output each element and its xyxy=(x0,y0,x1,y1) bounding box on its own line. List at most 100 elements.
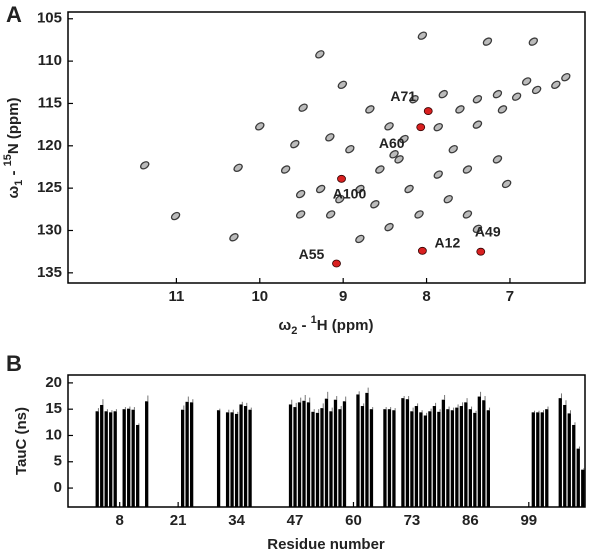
peak xyxy=(409,95,419,104)
label-part: 1 xyxy=(13,180,25,186)
bar xyxy=(369,409,374,507)
y-tick-label: 110 xyxy=(38,52,62,69)
bar xyxy=(95,411,99,507)
peak xyxy=(290,139,300,149)
label-part: 2 xyxy=(291,325,297,337)
peak xyxy=(315,184,326,194)
peak xyxy=(492,89,503,99)
highlighted-peak xyxy=(476,247,486,256)
y-axis-label: ω1 - 15N (ppm) xyxy=(2,97,25,198)
bar xyxy=(567,413,571,507)
bar xyxy=(239,404,243,507)
y-axis-label: TauC (ns) xyxy=(13,407,30,475)
label-part: ω xyxy=(5,186,22,199)
bar xyxy=(468,409,473,507)
bar xyxy=(329,411,333,507)
peak xyxy=(365,105,375,114)
peak-label: A71 xyxy=(390,88,416,104)
peak xyxy=(462,210,473,219)
peak xyxy=(462,165,473,174)
peak xyxy=(492,155,503,164)
peak xyxy=(448,144,458,154)
peak xyxy=(335,194,345,204)
highlighted-peak xyxy=(416,123,426,132)
bar xyxy=(324,398,329,507)
peak xyxy=(404,184,414,194)
y-tick-label: 120 xyxy=(37,137,62,154)
label-part: 1 xyxy=(311,314,317,326)
bar xyxy=(459,406,464,507)
bar xyxy=(446,409,450,507)
peak xyxy=(233,163,243,173)
label-part: 15 xyxy=(2,154,14,166)
bar xyxy=(558,398,562,507)
peak xyxy=(345,144,355,154)
peak-label: A12 xyxy=(435,235,461,251)
peak-label: A100 xyxy=(333,186,367,202)
x-tick-label: 60 xyxy=(345,512,362,529)
peak xyxy=(433,170,443,179)
peak xyxy=(295,210,306,219)
bar xyxy=(180,409,185,507)
peak xyxy=(528,37,539,46)
peak-label: A60 xyxy=(379,135,405,151)
highlighted-peak xyxy=(423,107,433,115)
x-tick-label: 47 xyxy=(287,512,304,529)
label-part: H (ppm) xyxy=(317,317,374,334)
peak xyxy=(443,194,453,204)
x-tick-label: 10 xyxy=(251,288,268,305)
y-tick-label: 5 xyxy=(54,453,62,470)
bar xyxy=(437,411,441,507)
peak xyxy=(561,72,571,82)
peak xyxy=(295,189,306,199)
bar xyxy=(342,401,347,507)
x-tick-label: 73 xyxy=(404,512,421,529)
bar xyxy=(383,409,387,507)
bar xyxy=(338,409,342,507)
bar xyxy=(423,415,428,507)
x-axis-label: ω2 - 1H (ppm) xyxy=(279,314,374,337)
highlighted-peak xyxy=(337,174,346,183)
bar xyxy=(131,409,135,507)
bar xyxy=(410,411,414,507)
bar xyxy=(302,400,306,507)
x-tick-label: 8 xyxy=(422,288,430,305)
peak xyxy=(384,222,394,232)
bar xyxy=(356,394,360,507)
peak-label: A49 xyxy=(475,223,501,239)
bar xyxy=(473,412,477,507)
bar xyxy=(185,401,189,507)
bar xyxy=(136,424,140,507)
peak xyxy=(170,211,181,221)
x-tick-label: 11 xyxy=(168,288,184,305)
bar xyxy=(320,408,324,507)
y-tick-label: 20 xyxy=(45,374,62,391)
bar xyxy=(293,407,297,507)
highlighted-peak xyxy=(332,259,341,268)
x-tick-label: 34 xyxy=(228,512,245,529)
bar xyxy=(243,406,248,507)
bar xyxy=(315,412,320,507)
bar xyxy=(234,413,239,507)
bar xyxy=(482,400,486,507)
peak xyxy=(325,210,336,219)
peak xyxy=(389,150,399,159)
bar xyxy=(333,399,338,507)
highlighted-peak xyxy=(417,246,427,255)
peak xyxy=(482,37,493,46)
peak xyxy=(337,80,348,90)
peak xyxy=(325,133,335,142)
bar xyxy=(455,407,459,507)
y-tick-label: 115 xyxy=(38,94,62,111)
peak xyxy=(417,31,428,40)
bar xyxy=(311,411,315,507)
label-part: - xyxy=(5,166,22,179)
bar xyxy=(477,396,482,507)
x-axis-label: Residue number xyxy=(267,536,385,553)
bar xyxy=(248,409,252,507)
y-tick-label: 125 xyxy=(37,179,62,196)
bar xyxy=(145,401,149,507)
bar xyxy=(113,411,117,507)
plot-frame xyxy=(67,11,586,284)
bar xyxy=(419,412,423,507)
